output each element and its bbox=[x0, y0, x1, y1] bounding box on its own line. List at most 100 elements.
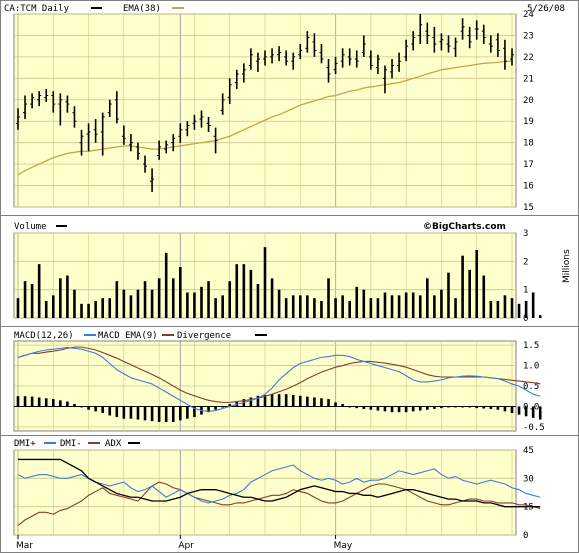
volume-bar bbox=[390, 295, 394, 318]
ohlc-bar bbox=[234, 69, 239, 90]
divergence-bar bbox=[122, 406, 126, 419]
ohlc-bar bbox=[319, 44, 324, 64]
ohlc-bar bbox=[326, 59, 331, 83]
ohlc-bar bbox=[114, 91, 119, 124]
ohlc-bar bbox=[37, 91, 42, 107]
price-header: CA:TCM Daily EMA(38) 5/26/08 bbox=[4, 4, 565, 14]
ohlc-bar bbox=[382, 65, 387, 94]
volume-bar bbox=[179, 267, 182, 318]
ohlc-bar bbox=[361, 35, 366, 57]
volume-bar bbox=[524, 301, 528, 318]
volume-bar bbox=[440, 289, 443, 318]
separator-2 bbox=[0, 326, 579, 327]
volume-bar bbox=[73, 289, 76, 318]
divergence-bar bbox=[503, 406, 507, 412]
dmi-legend: DMI+ DMI- ADX bbox=[14, 439, 140, 449]
volume-bar bbox=[270, 278, 274, 318]
volume-bar bbox=[355, 286, 359, 318]
volume-bar bbox=[256, 284, 260, 318]
volume-bar bbox=[44, 301, 48, 318]
volume-bar bbox=[207, 281, 210, 318]
divergence-bar bbox=[228, 404, 232, 407]
divergence-bar bbox=[517, 406, 521, 415]
divergence-bar bbox=[538, 406, 542, 420]
ohlc-bar bbox=[58, 93, 63, 126]
price-tick-label: 22 bbox=[523, 53, 534, 63]
divergence-bar bbox=[30, 396, 34, 407]
divergence-bar bbox=[37, 397, 41, 407]
divergence-bar bbox=[496, 406, 500, 410]
dmi-tick-label: 0 bbox=[523, 531, 528, 541]
divergence-bar bbox=[433, 406, 436, 409]
divergence-bar bbox=[313, 397, 316, 407]
dmi-minus-label: DMI- bbox=[60, 439, 82, 449]
divergence-bar bbox=[59, 400, 62, 407]
volume-bar bbox=[221, 295, 224, 318]
divergence-bar bbox=[115, 406, 119, 418]
watermark: ©BigCharts.com bbox=[423, 222, 506, 232]
volume-bar bbox=[37, 264, 41, 318]
ohlc-bar bbox=[467, 26, 472, 49]
volume-bar bbox=[404, 292, 408, 318]
volume-bar bbox=[157, 278, 161, 318]
ohlc-bar bbox=[121, 125, 126, 145]
divergence-bar bbox=[291, 395, 295, 407]
volume-tick-label: 3 bbox=[523, 229, 528, 239]
price-tick-label: 19 bbox=[523, 117, 534, 127]
price-tick-label: 20 bbox=[523, 96, 534, 106]
ohlc-bar bbox=[312, 33, 317, 57]
volume-bar bbox=[214, 298, 217, 318]
ohlc-bar bbox=[397, 52, 402, 72]
price-tick-label: 17 bbox=[523, 160, 534, 170]
dmi-tick-label: 30 bbox=[523, 474, 534, 484]
divergence-bar bbox=[101, 406, 104, 413]
dmi-plus-label: DMI+ bbox=[14, 439, 36, 449]
ohlc-bar bbox=[72, 106, 77, 128]
ohlc-bar bbox=[51, 91, 56, 113]
volume-bar bbox=[426, 278, 429, 318]
ohlc-bar bbox=[510, 48, 514, 66]
volume-bar bbox=[101, 298, 104, 318]
divergence-bar bbox=[341, 404, 344, 407]
volume-tick-label: 2 bbox=[523, 257, 528, 267]
dmi-minus-line bbox=[17, 464, 541, 504]
volume-bar bbox=[242, 264, 246, 318]
ohlc-bar bbox=[164, 140, 169, 154]
divergence-bar bbox=[157, 406, 161, 422]
ohlc-bar bbox=[65, 95, 70, 113]
volume-bar bbox=[433, 295, 436, 318]
divergence-bar bbox=[489, 406, 493, 409]
x-axis-label: Apr bbox=[178, 541, 194, 551]
macd-tick-label: 1.5 bbox=[523, 341, 539, 351]
ohlc-bar bbox=[157, 140, 162, 160]
volume-bar bbox=[59, 278, 62, 318]
ohlc-bar bbox=[488, 35, 493, 53]
ohlc-bar bbox=[192, 114, 197, 130]
volume-bar bbox=[538, 315, 542, 318]
divergence-bar bbox=[306, 396, 309, 407]
volume-bar bbox=[30, 284, 34, 318]
volume-unit-label: Millions bbox=[562, 249, 572, 283]
chart-date: 5/26/08 bbox=[527, 4, 565, 14]
ohlc-bar bbox=[79, 129, 84, 156]
volume-bar bbox=[122, 289, 126, 318]
price-tick-label: 23 bbox=[523, 31, 534, 41]
volume-bar bbox=[16, 298, 20, 318]
volume-bar bbox=[376, 298, 380, 318]
volume-bar bbox=[200, 286, 203, 318]
macd-label: MACD(12,26) bbox=[14, 331, 74, 341]
volume-bar bbox=[87, 303, 90, 318]
volume-bar bbox=[369, 298, 373, 318]
macd-tick-label: 0.0 bbox=[523, 402, 539, 412]
ohlc-bar bbox=[241, 63, 246, 83]
ohlc-bar bbox=[446, 35, 451, 53]
x-axis-label: Mar bbox=[16, 541, 33, 551]
volume-bar bbox=[397, 295, 401, 318]
ohlc-bar bbox=[128, 134, 133, 152]
divergence-bar bbox=[129, 406, 133, 419]
divergence-bar bbox=[214, 406, 217, 410]
volume-tick-label: 0 bbox=[523, 314, 528, 324]
adx-label: ADX bbox=[105, 439, 122, 449]
ohlc-bar bbox=[418, 14, 423, 45]
